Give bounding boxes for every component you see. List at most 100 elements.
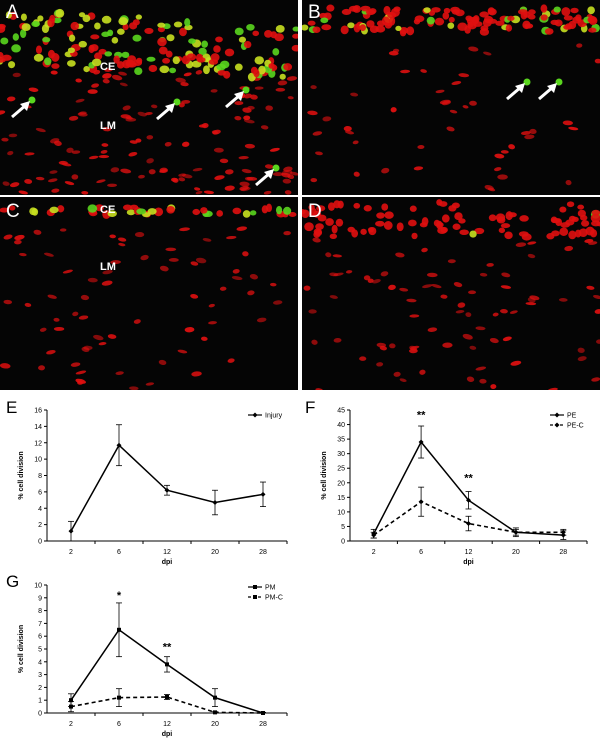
x-tick-label: 6 xyxy=(117,721,121,728)
nucleus-marker xyxy=(24,152,35,156)
nucleus-marker xyxy=(107,334,117,339)
nucleus-marker xyxy=(540,4,548,13)
nucleus-marker xyxy=(164,141,172,147)
nucleus-marker xyxy=(28,87,39,92)
panel-label-a: A xyxy=(6,2,19,23)
nucleus-marker xyxy=(137,111,147,117)
nucleus-marker xyxy=(422,284,433,289)
micrograph-panel-c: C CE LM xyxy=(0,197,298,390)
nucleus-marker xyxy=(462,105,469,109)
nucleus-marker xyxy=(165,247,177,252)
nucleus-marker xyxy=(102,78,110,84)
nucleus-marker xyxy=(451,9,460,15)
chart-g: 0 1 2 3 4 5 6 7 8 9 10 2 6 12 20 28 dpi% cell division PM… xyxy=(0,570,300,743)
proliferating-cell-marker xyxy=(134,67,143,75)
legend-label: PM-C xyxy=(265,595,283,602)
chart-label-g: G xyxy=(6,572,20,591)
nucleus-marker xyxy=(588,241,598,245)
nucleus-marker xyxy=(274,33,284,42)
nucleus-marker xyxy=(75,370,87,375)
nucleus-marker xyxy=(441,100,451,106)
nucleus-marker xyxy=(341,8,352,16)
nucleus-marker xyxy=(178,177,186,182)
nucleus-marker xyxy=(500,223,511,229)
nucleus-marker xyxy=(283,230,291,236)
nucleus-marker xyxy=(399,287,409,292)
nucleus-marker xyxy=(307,110,318,116)
nucleus-marker xyxy=(195,257,207,264)
tissue-label-lm: LM xyxy=(100,120,116,132)
nucleus-marker xyxy=(479,378,487,384)
nucleus-marker xyxy=(413,18,421,25)
x-tick-label: 28 xyxy=(259,549,267,556)
y-tick-label: 8 xyxy=(38,473,42,480)
y-axis-label: % cell division xyxy=(18,451,25,499)
nucleus-marker xyxy=(190,294,199,299)
nucleus-marker xyxy=(102,127,112,132)
proliferating-cell-marker xyxy=(42,36,51,43)
nucleus-marker xyxy=(489,337,499,344)
proliferating-cell-marker xyxy=(234,27,244,36)
proliferating-cell-marker xyxy=(272,48,280,56)
nucleus-marker xyxy=(202,238,212,242)
nucleus-marker xyxy=(529,295,540,301)
nucleus-marker xyxy=(469,100,477,106)
proliferating-cell-marker xyxy=(426,16,435,25)
proliferating-cell-marker xyxy=(107,29,114,37)
nucleus-marker xyxy=(94,52,103,61)
x-tick-label: 28 xyxy=(259,721,267,728)
arrow-icon xyxy=(234,91,244,101)
legend-marker xyxy=(253,595,257,599)
y-tick-label: 0 xyxy=(38,711,42,718)
nucleus-marker xyxy=(586,285,595,290)
nucleus-marker xyxy=(140,254,149,261)
nucleus-marker xyxy=(98,342,107,346)
nucleus-marker xyxy=(505,24,513,32)
nucleus-marker xyxy=(363,275,371,281)
nucleus-marker xyxy=(527,241,537,245)
nucleus-marker xyxy=(440,294,448,299)
nucleus-marker xyxy=(577,347,585,353)
nucleus-marker xyxy=(184,327,195,333)
nucleus-marker xyxy=(180,82,189,87)
proliferating-cell-marker xyxy=(157,22,166,28)
proliferating-cell-marker xyxy=(275,205,283,215)
proliferating-cell-marker xyxy=(216,63,226,71)
y-tick-label: 14 xyxy=(34,424,42,431)
nucleus-marker xyxy=(559,206,567,213)
nucleus-marker xyxy=(66,147,74,153)
nucleus-marker xyxy=(312,131,323,136)
x-axis-label: dpi xyxy=(162,731,173,738)
nucleus-marker xyxy=(35,45,43,55)
nucleus-marker xyxy=(321,24,332,31)
x-tick-label: 28 xyxy=(559,549,567,556)
data-point xyxy=(69,704,73,709)
nucleus-marker xyxy=(566,201,575,208)
nucleus-marker xyxy=(525,302,537,306)
nucleus-marker xyxy=(359,24,367,31)
proliferating-cell-marker xyxy=(20,29,27,39)
nucleus-marker xyxy=(312,237,321,243)
nucleus-marker xyxy=(162,57,171,64)
nucleus-marker xyxy=(501,272,511,278)
x-tick-label: 2 xyxy=(69,721,73,728)
nucleus-marker xyxy=(101,143,109,147)
proliferating-cell-marker xyxy=(111,37,119,44)
proliferating-cell-marker xyxy=(447,22,455,29)
nucleus-marker xyxy=(88,44,95,54)
nucleus-marker xyxy=(435,89,445,94)
nucleus-marker xyxy=(192,208,201,216)
nucleus-marker xyxy=(345,130,355,135)
nucleus-marker xyxy=(442,342,453,348)
legend-marker xyxy=(253,585,257,589)
nucleus-marker xyxy=(411,232,418,240)
nucleus-marker xyxy=(234,115,242,121)
nucleus-marker xyxy=(487,187,496,192)
nucleus-marker xyxy=(81,190,89,195)
nucleus-marker xyxy=(113,55,120,64)
y-tick-label: 20 xyxy=(337,480,345,487)
nucleus-marker xyxy=(311,339,318,345)
nucleus-marker xyxy=(315,388,323,390)
panel-label-b: B xyxy=(308,2,321,23)
nucleus-marker xyxy=(219,286,227,291)
